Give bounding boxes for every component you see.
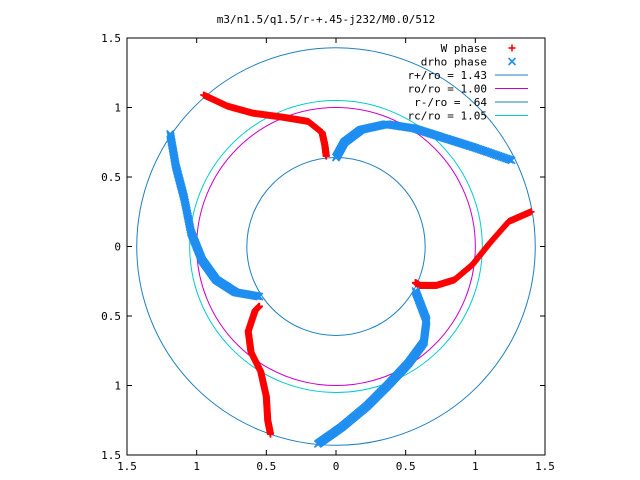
legend-label: W phase	[441, 42, 487, 55]
legend-label: drho phase	[421, 56, 487, 69]
series-drho-phase	[166, 120, 516, 448]
y-tick-label: 1.5	[101, 32, 121, 45]
data-point	[255, 292, 264, 301]
x-tick-label: 1.5	[535, 460, 555, 473]
y-tick-label: 0.5	[101, 310, 121, 323]
axis-ticks: 1.5 1 0.5 0 0.5 1 1.51.510.500.511.5	[101, 32, 555, 473]
series-w-phase	[200, 91, 535, 438]
y-tick-label: 1	[114, 102, 121, 115]
chart-title: m3/n1.5/q1.5/r-+.45-j232/M0.0/512	[217, 13, 436, 26]
data-point	[411, 286, 420, 296]
legend-marker	[507, 57, 517, 66]
legend-label: ro/ro = 1.00	[408, 83, 487, 96]
y-tick-label: 1	[114, 380, 121, 393]
circle-0	[136, 47, 536, 446]
legend-label: r+/ro = 1.43	[408, 69, 487, 82]
y-tick-label: 0.5	[101, 171, 121, 184]
x-tick-label: 0	[333, 460, 340, 473]
x-tick-label: 1	[193, 460, 200, 473]
data-point	[322, 152, 330, 160]
y-tick-label: 0	[114, 241, 121, 254]
x-tick-label: 1	[472, 460, 479, 473]
circle-3	[189, 100, 483, 393]
data-point	[507, 156, 516, 165]
x-tick-label: 1.5	[117, 460, 137, 473]
x-tick-label: 0.5	[396, 460, 416, 473]
legend-label: r-/ro = .64	[414, 96, 487, 109]
legend-label: rc/ro = 1.05	[408, 110, 487, 123]
data-point	[411, 279, 419, 287]
data-point	[255, 302, 263, 310]
reference-circles	[136, 47, 536, 446]
x-tick-label: 0.5	[256, 460, 276, 473]
circle-2	[246, 157, 426, 336]
data-series	[166, 91, 535, 448]
y-tick-label: 1.5	[101, 449, 121, 462]
